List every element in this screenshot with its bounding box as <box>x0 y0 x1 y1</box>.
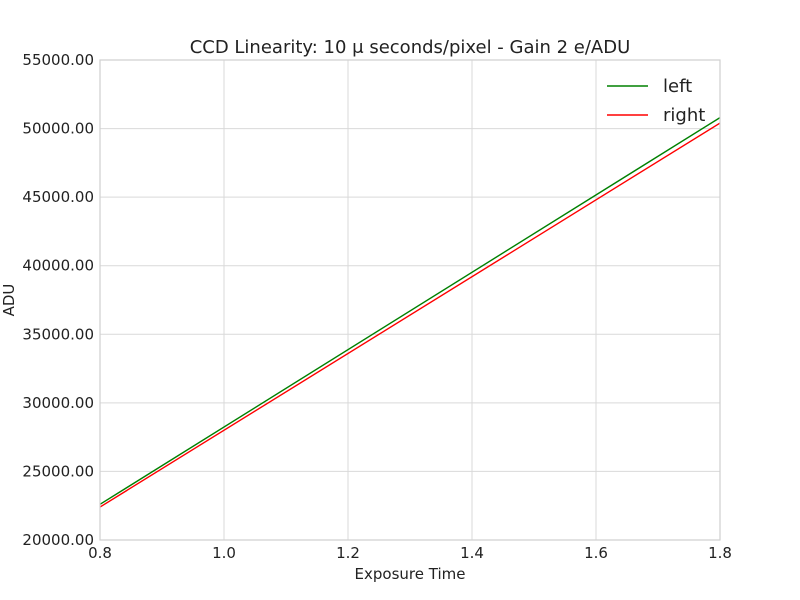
y-tick-label: 20000.00 <box>22 531 94 549</box>
x-tick-labels: 0.8 1.0 1.2 1.4 1.6 1.8 <box>88 544 732 562</box>
legend-label-right: right <box>663 105 705 126</box>
legend-label-left: left <box>663 76 692 97</box>
chart-title: CCD Linearity: 10 μ seconds/pixel - Gain… <box>190 37 631 58</box>
legend: left right <box>607 76 705 126</box>
series-line-left <box>99 117 721 505</box>
plot-background <box>100 60 720 540</box>
plot-frame <box>99 59 721 541</box>
x-tick-label: 1.0 <box>212 544 236 562</box>
y-tick-label: 50000.00 <box>22 120 94 138</box>
x-tick-label: 0.8 <box>88 544 112 562</box>
series-line-right <box>99 122 721 508</box>
y-tick-label: 55000.00 <box>22 51 94 69</box>
y-tick-labels: 20000.00 25000.00 30000.00 35000.00 40000.00… <box>22 51 94 549</box>
series-lines <box>99 117 721 508</box>
y-tick-label: 35000.00 <box>22 325 94 343</box>
x-tick-label: 1.2 <box>336 544 360 562</box>
x-tick-label: 1.6 <box>584 544 608 562</box>
y-tick-label: 40000.00 <box>22 257 94 275</box>
x-axis-label: Exposure Time <box>355 565 466 583</box>
y-tick-label: 30000.00 <box>22 394 94 412</box>
x-tick-label: 1.4 <box>460 544 484 562</box>
y-axis-label: ADU <box>0 284 18 317</box>
y-tick-label: 45000.00 <box>22 188 94 206</box>
y-tick-label: 25000.00 <box>22 462 94 480</box>
x-tick-label: 1.8 <box>708 544 732 562</box>
